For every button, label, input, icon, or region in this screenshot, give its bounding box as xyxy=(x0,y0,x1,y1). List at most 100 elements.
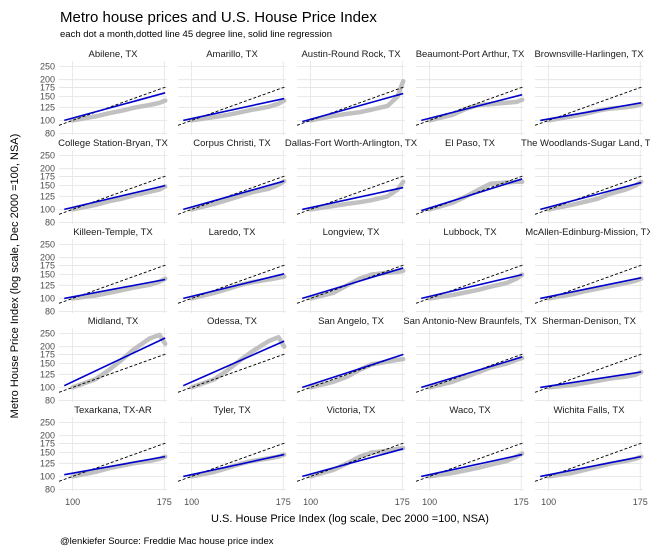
y-tick-label: 150 xyxy=(40,359,55,369)
regression-line xyxy=(302,92,404,123)
panel-background xyxy=(59,417,167,491)
panel-label: Wichita Falls, TX xyxy=(553,405,625,416)
panel-background xyxy=(178,417,286,491)
panel-background xyxy=(535,328,643,402)
data-points xyxy=(70,276,168,301)
regression-line xyxy=(421,356,523,389)
y-tick-label: 80 xyxy=(45,307,55,317)
panel-background xyxy=(178,239,286,313)
data-points xyxy=(308,179,406,212)
y-tick-label: 80 xyxy=(45,218,55,228)
panel-label: Corpus Christi, TX xyxy=(193,138,271,149)
panel-background xyxy=(297,239,405,313)
x-axis-label: U.S. House Price Index (log scale, Dec 2… xyxy=(211,513,489,525)
regression-line xyxy=(421,453,523,478)
y-tick-label: 200 xyxy=(40,75,55,85)
data-points xyxy=(427,272,525,301)
reference-line-45 xyxy=(534,442,644,482)
x-tick-label: 100 xyxy=(303,497,318,507)
panel-background xyxy=(416,417,524,491)
panel-label: Midland, TX xyxy=(88,316,139,327)
y-tick-label: 175 xyxy=(40,83,55,93)
data-points xyxy=(546,179,644,212)
reference-line-45 xyxy=(58,175,168,215)
regression-line xyxy=(302,353,404,389)
data-points xyxy=(70,98,168,123)
x-tick-label: 100 xyxy=(65,497,80,507)
reference-line-45 xyxy=(58,442,168,482)
panel-label: San Antonio-New Braunfels, TX xyxy=(403,316,537,327)
y-axis-label: Metro House Price Index (log scale, Dec … xyxy=(9,134,21,419)
y-tick-label: 125 xyxy=(40,102,55,112)
x-tick-label: 175 xyxy=(276,497,291,507)
panel-background xyxy=(535,61,643,135)
panel-label: The Woodlands-Sugar Land, TX xyxy=(521,138,650,149)
panel-label: Abilene, TX xyxy=(89,49,139,60)
panel: College Station-Bryan, TX801001251501752… xyxy=(40,138,169,228)
panel: Austin-Round Rock, TX xyxy=(296,49,406,135)
y-tick-label: 250 xyxy=(40,62,55,72)
y-tick-label: 175 xyxy=(40,261,55,271)
y-tick-label: 100 xyxy=(40,471,55,481)
regression-line xyxy=(64,92,166,122)
data-points xyxy=(546,454,644,479)
y-tick-label: 175 xyxy=(40,350,55,360)
panel-grid: Abilene, TX80100125150175200250Amarillo,… xyxy=(40,49,650,507)
panel: McAllen-Edinburg-Mission, TX xyxy=(525,227,650,313)
panel: San Antonio-New Braunfels, TX xyxy=(403,316,537,402)
panel-label: Lubbock, TX xyxy=(443,227,497,238)
panel: Tyler, TX 100 175 xyxy=(177,405,291,507)
panel-label: Laredo, TX xyxy=(209,227,256,238)
regression-line xyxy=(540,277,642,300)
regression-line xyxy=(63,337,166,387)
panel-label: Killeen-Temple, TX xyxy=(73,227,153,238)
reference-line-45 xyxy=(534,175,644,215)
panel-background xyxy=(416,150,524,224)
panel: Sherman-Denison, TX xyxy=(534,316,644,402)
y-tick-label: 100 xyxy=(40,382,55,392)
y-tick-label: 175 xyxy=(40,172,55,182)
x-tick-label: 175 xyxy=(514,497,529,507)
panel-background xyxy=(297,150,405,224)
panel-background xyxy=(59,150,167,224)
panel-label: Longview, TX xyxy=(323,227,381,238)
y-tick-label: 150 xyxy=(40,92,55,102)
regression-line xyxy=(183,273,285,300)
panel: Amarillo, TX xyxy=(177,49,287,135)
regression-line xyxy=(540,101,642,122)
data-points xyxy=(189,98,287,123)
y-tick-label: 150 xyxy=(40,270,55,280)
panel: Laredo, TX xyxy=(177,227,287,313)
chart-subtitle: each dot a month,dotted line 45 degree l… xyxy=(60,29,332,40)
reference-line-45 xyxy=(534,353,644,393)
panel-label: Texarkana, TX-AR xyxy=(74,405,152,416)
y-tick-label: 250 xyxy=(40,151,55,161)
data-points xyxy=(70,454,168,479)
data-points xyxy=(546,369,644,390)
data-points xyxy=(427,451,525,479)
regression-line xyxy=(183,97,285,122)
panel-background xyxy=(535,239,643,313)
data-points xyxy=(70,332,168,390)
panel: San Angelo, TX xyxy=(296,316,406,402)
panel: Brownsville-Harlingen, TX xyxy=(534,49,644,135)
regression-line xyxy=(302,186,404,211)
y-tick-label: 80 xyxy=(45,129,55,139)
reference-line-45 xyxy=(58,353,168,393)
reference-line-45 xyxy=(415,442,525,482)
panel: The Woodlands-Sugar Land, TX xyxy=(521,138,650,224)
reference-line-45 xyxy=(177,442,287,482)
reference-line-45 xyxy=(534,86,644,126)
x-tick-label: 100 xyxy=(541,497,556,507)
y-tick-label: 100 xyxy=(40,204,55,214)
panel-label: College Station-Bryan, TX xyxy=(58,138,168,149)
regression-line xyxy=(421,178,523,212)
y-tick-label: 80 xyxy=(45,485,55,495)
y-tick-label: 100 xyxy=(40,293,55,303)
y-tick-label: 125 xyxy=(40,458,55,468)
regression-line xyxy=(421,93,523,122)
y-tick-label: 125 xyxy=(40,191,55,201)
